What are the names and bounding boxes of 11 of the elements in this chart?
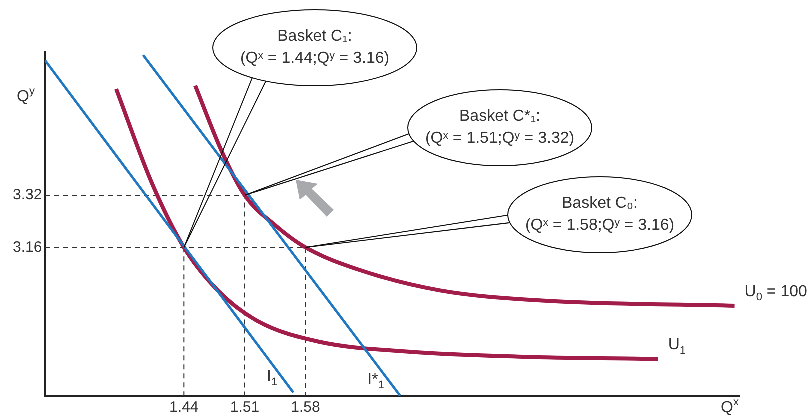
- annotation: (Qˣ = 1.44;Qʸ = 3.16): [240, 50, 390, 68]
- annotation: Basket C*₁:: [460, 108, 540, 126]
- text: Basket C₁:: [278, 28, 352, 46]
- x-tick-label: 1.51: [230, 399, 260, 416]
- y-tick-label: 3.16: [12, 238, 42, 256]
- annotation: (Qˣ = 1.58;Qʸ = 3.16): [525, 217, 675, 235]
- x-tick-label: 1.44: [170, 399, 199, 416]
- annotation: (Qˣ = 1.51;Qʸ = 3.32): [425, 130, 575, 148]
- y-tick-label: 3.32: [12, 186, 42, 204]
- annotation: Basket C₀:: [562, 195, 638, 213]
- x-tick-label: 1.58: [291, 399, 320, 416]
